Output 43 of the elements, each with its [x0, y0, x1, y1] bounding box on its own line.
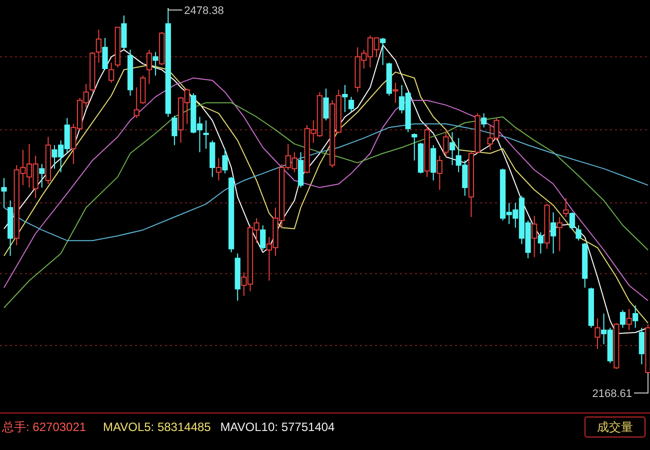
candlestick	[620, 310, 626, 328]
candlestick	[172, 115, 178, 146]
text: 2168.61	[592, 388, 632, 400]
candlestick	[430, 144, 436, 181]
candlestick	[216, 158, 222, 181]
candlestick	[550, 212, 556, 254]
candlestick	[481, 112, 487, 128]
candlestick	[436, 155, 442, 190]
candlestick	[108, 62, 114, 84]
candlestick	[638, 327, 644, 365]
candlestick	[538, 232, 544, 254]
text: MAVOL5: 58314485	[103, 420, 212, 434]
candlestick	[39, 163, 45, 188]
candlestick	[342, 84, 348, 113]
candlestick	[348, 96, 354, 113]
candlestick	[412, 132, 418, 161]
candlestick	[146, 49, 152, 84]
candlestick	[102, 37, 108, 70]
candlestick	[380, 37, 386, 66]
candlestick	[134, 86, 140, 119]
candlestick	[260, 224, 266, 250]
candlestick	[532, 215, 538, 258]
candlestick	[449, 132, 456, 166]
candlestick	[569, 212, 576, 230]
candlestick	[632, 304, 638, 328]
annotation: 2478.38	[184, 4, 224, 17]
candlestick	[392, 82, 398, 104]
candlestick	[576, 224, 582, 242]
candlestick	[203, 120, 209, 150]
text: MAVOL10: 57751404	[220, 420, 336, 434]
candlestick	[556, 216, 562, 252]
candlestick	[594, 318, 600, 350]
text: 总手: 62703021	[1, 420, 86, 434]
candlestick	[323, 88, 329, 121]
candlestick	[121, 15, 127, 50]
candlestick	[563, 198, 569, 218]
candlestick	[626, 308, 632, 331]
candlestick	[96, 29, 102, 64]
candlestick	[443, 129, 449, 158]
candlestick	[222, 148, 228, 174]
candlestick	[152, 52, 158, 76]
candlestick	[1, 178, 7, 208]
text: 成交量	[597, 420, 633, 434]
